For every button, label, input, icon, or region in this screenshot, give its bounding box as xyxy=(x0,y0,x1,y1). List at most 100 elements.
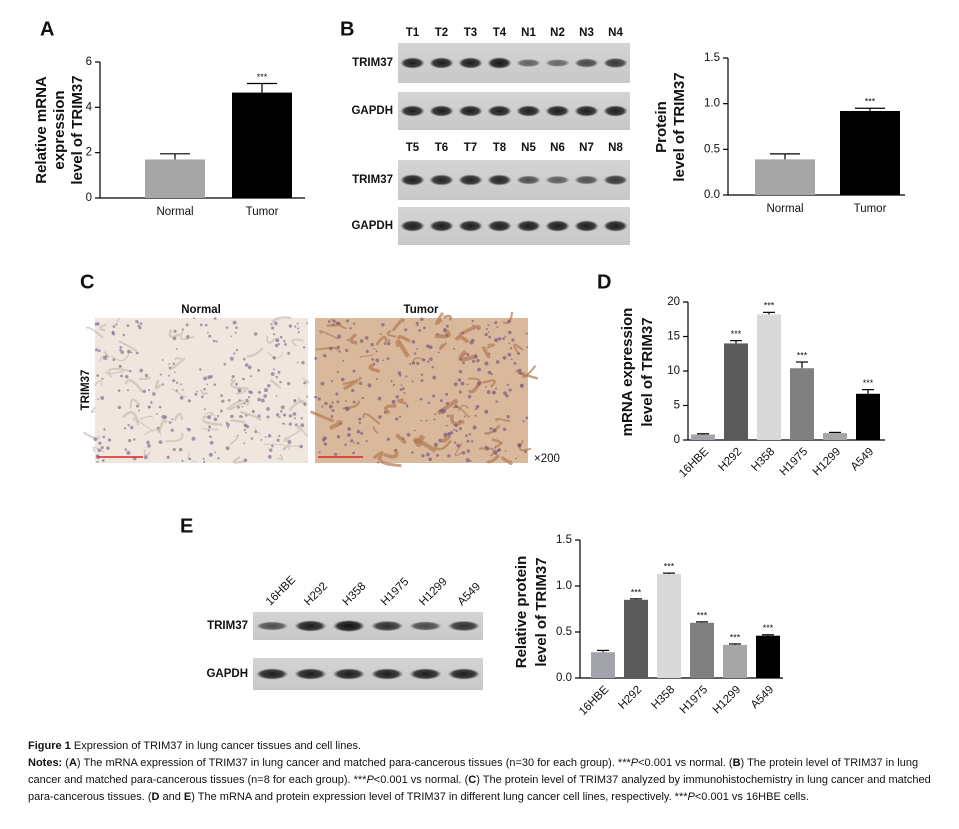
ihc-nucleus xyxy=(484,361,489,366)
ihc-nucleus xyxy=(207,375,212,380)
lane-label: N7 xyxy=(579,142,594,154)
ihc-nucleus xyxy=(418,329,422,332)
ihc-nucleus xyxy=(168,421,172,424)
blot-band xyxy=(447,620,480,632)
ihc-nucleus xyxy=(423,326,426,330)
ihc-nucleus xyxy=(219,409,223,413)
ihc-nucleus xyxy=(495,360,500,364)
ihc-nucleus xyxy=(111,330,115,334)
ihc-tissue xyxy=(439,341,448,350)
ihc-tissue xyxy=(173,357,182,361)
ihc-nucleus xyxy=(245,414,248,417)
ihc-nucleus xyxy=(438,438,443,443)
ihc-nucleus xyxy=(414,352,417,355)
ihc-tissue xyxy=(110,351,131,362)
ihc-nucleus xyxy=(426,360,430,363)
ihc-nucleus xyxy=(336,400,340,404)
blot-row-label: GAPDH xyxy=(351,220,393,232)
ihc-nucleus xyxy=(503,391,507,396)
ihc-nucleus xyxy=(411,380,414,383)
ihc-nucleus xyxy=(352,369,356,373)
ihc-tissue xyxy=(99,354,110,362)
ihc-tissue xyxy=(239,410,262,421)
ihc-nucleus xyxy=(253,332,258,336)
ihc-nucleus xyxy=(453,441,457,444)
x-tick-label: H358 xyxy=(749,446,777,474)
ihc-nucleus xyxy=(207,415,211,420)
ihc-nucleus xyxy=(477,367,482,372)
ihc-nucleus xyxy=(352,451,355,455)
blot-band xyxy=(256,621,289,631)
ihc-tissue xyxy=(434,311,445,326)
ihc-nucleus xyxy=(213,417,218,422)
ihc-nucleus xyxy=(381,323,385,327)
ihc-tissue xyxy=(90,406,96,413)
ihc-nucleus xyxy=(288,324,293,328)
significance-label: *** xyxy=(664,561,675,571)
ihc-nucleus xyxy=(271,444,274,448)
ihc-nucleus xyxy=(419,397,423,401)
ihc-tissue xyxy=(297,397,308,405)
ihc-nucleus xyxy=(161,383,164,386)
ihc-nucleus xyxy=(127,349,131,354)
ihc-row-label: TRIM37 xyxy=(80,370,92,411)
ihc-nucleus xyxy=(237,405,240,409)
blot-band xyxy=(545,105,570,117)
ihc-nucleus xyxy=(119,348,122,352)
x-tick-label: H1975 xyxy=(678,684,710,716)
ihc-nucleus xyxy=(275,413,280,417)
ihc-nucleus xyxy=(323,436,327,441)
ihc-nucleus xyxy=(296,322,299,325)
ihc-nucleus xyxy=(235,382,238,386)
ihc-nucleus xyxy=(209,440,214,445)
ihc-nucleus xyxy=(294,423,298,427)
ihc-nucleus xyxy=(274,343,279,348)
bar xyxy=(823,433,847,440)
panel-letter: E xyxy=(180,515,193,537)
ihc-nucleus xyxy=(230,335,233,338)
blot-band xyxy=(487,57,512,69)
ihc-nucleus xyxy=(504,450,507,452)
ihc-nucleus xyxy=(242,377,245,381)
ihc-nucleus xyxy=(367,383,372,388)
ihc-nucleus xyxy=(398,415,402,418)
ihc-nucleus xyxy=(487,331,490,333)
ihc-nucleus xyxy=(169,366,172,370)
ihc-nucleus xyxy=(156,426,160,430)
error-bar xyxy=(696,621,708,623)
lane-label: T8 xyxy=(493,142,507,154)
ihc-nucleus xyxy=(524,450,527,454)
ihc-tissue xyxy=(229,419,246,424)
ihc-nucleus xyxy=(493,450,498,455)
caption-text: Notes: xyxy=(28,757,63,769)
ihc-nucleus xyxy=(504,335,507,338)
ihc-nucleus xyxy=(235,348,239,352)
ihc-nucleus xyxy=(517,352,521,355)
ihc-nucleus xyxy=(484,445,488,448)
bar xyxy=(657,574,681,678)
ihc-nucleus xyxy=(124,375,129,379)
ihc-nucleus xyxy=(472,359,476,363)
ihc-nucleus xyxy=(448,434,451,438)
ihc-nucleus xyxy=(436,332,439,336)
ihc-nucleus xyxy=(436,453,440,457)
ihc-nucleus xyxy=(161,359,164,361)
ihc-nucleus xyxy=(472,425,477,430)
blot-band xyxy=(371,620,404,632)
blot-band xyxy=(400,57,425,69)
ihc-nucleus xyxy=(97,349,101,353)
ihc-tissue xyxy=(139,375,151,381)
ihc-nucleus xyxy=(122,333,126,337)
error-bar xyxy=(730,340,742,344)
ihc-column-label: Normal xyxy=(181,304,221,316)
y-axis-label: Relative mRNA xyxy=(33,76,50,184)
ihc-nucleus xyxy=(257,368,261,372)
ihc-nucleus xyxy=(394,449,397,452)
bar xyxy=(145,159,205,198)
figure-title: Expression of TRIM37 in lung cancer tiss… xyxy=(73,740,362,752)
ihc-tissue xyxy=(199,389,209,395)
caption-text: ( xyxy=(62,757,69,769)
ihc-nucleus xyxy=(525,332,528,335)
ihc-nucleus xyxy=(395,417,399,421)
significance-label: *** xyxy=(764,301,775,311)
